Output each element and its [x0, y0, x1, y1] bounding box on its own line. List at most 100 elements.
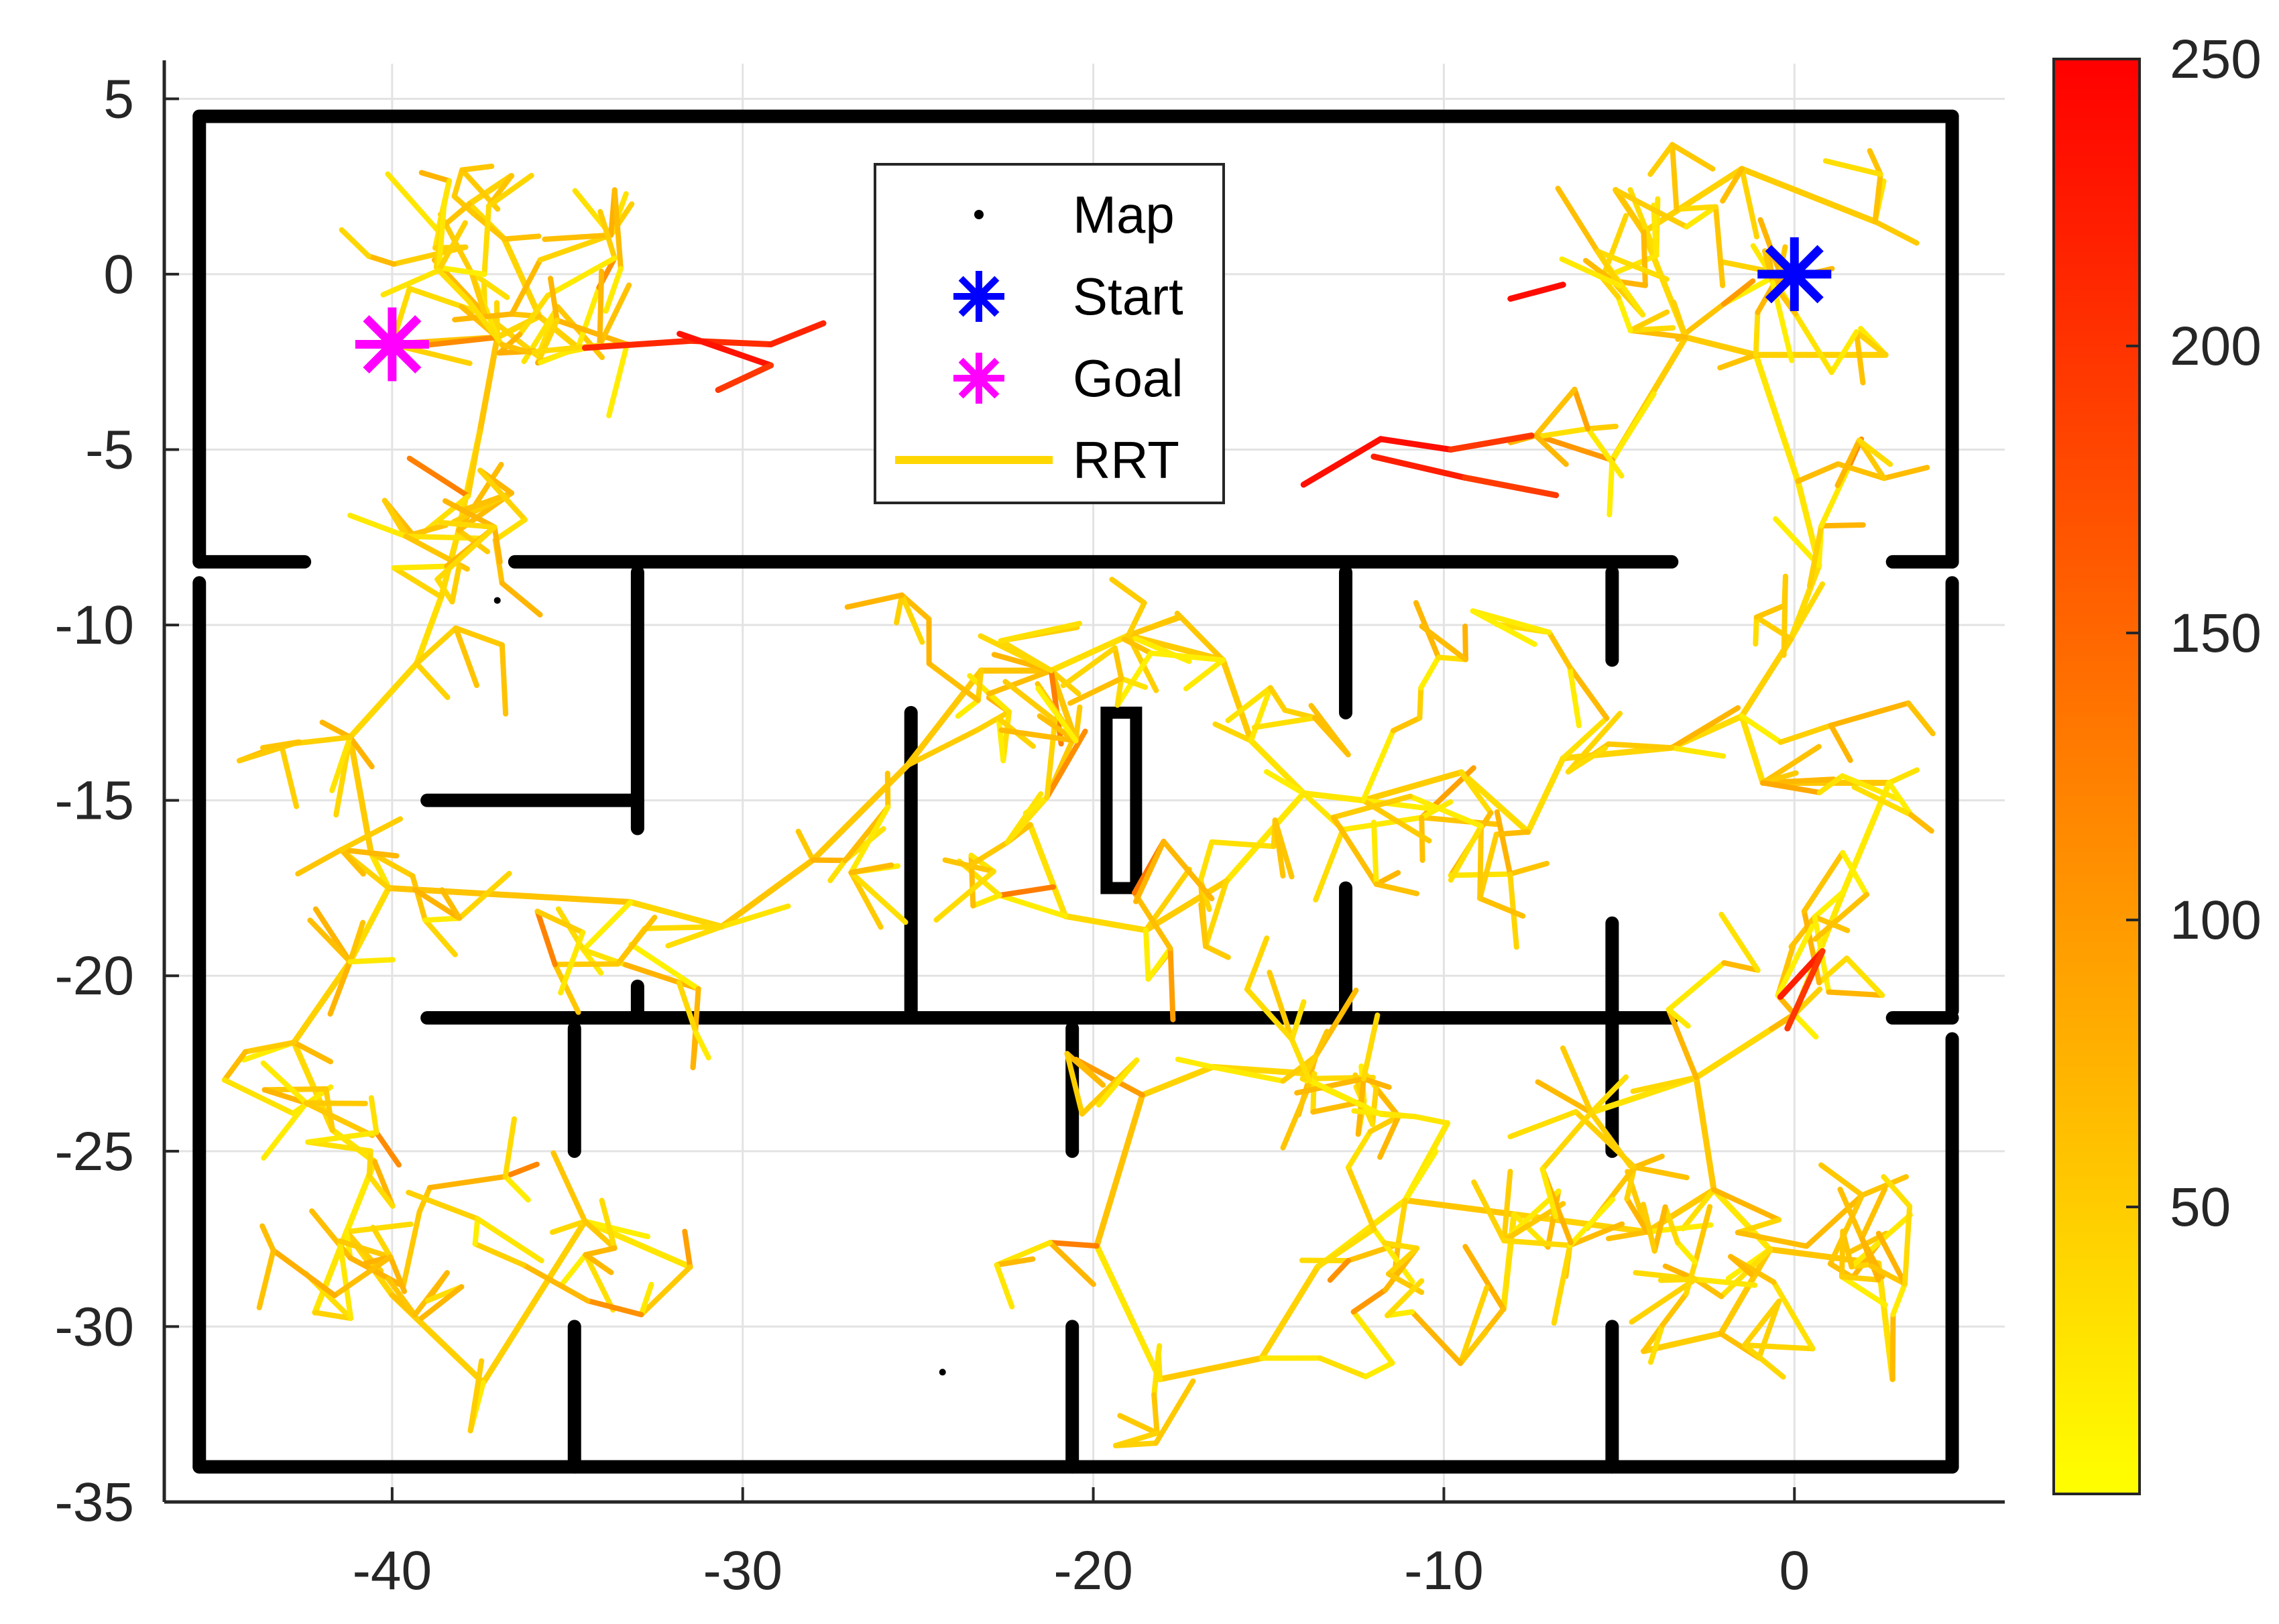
rrt-edge [1385, 1245, 1420, 1277]
rrt-edge [1875, 1230, 1908, 1287]
colorbar-tick-label: 250 [2170, 29, 2262, 90]
rrt-edge [1248, 738, 1307, 797]
rrt-edge [413, 593, 445, 667]
rrt-edge [676, 980, 699, 1036]
rrt-edge-hot [1300, 436, 1384, 488]
rrt-edge [1859, 1186, 1888, 1241]
rrt-edge [221, 1077, 296, 1116]
rrt-edge [1728, 1254, 1754, 1277]
rrt-edge [434, 576, 455, 605]
rrt-edge [848, 870, 884, 930]
rrt-edge [1125, 614, 1183, 638]
rrt-edge [1419, 623, 1468, 662]
rrt-edge [1753, 351, 1802, 485]
rrt-edge [996, 892, 1068, 919]
rrt-edge [1609, 391, 1657, 463]
rrt-edge [1525, 755, 1566, 835]
goal-marker [355, 307, 429, 382]
rrt-edge [1886, 767, 1920, 786]
rrt-edge [1112, 1440, 1159, 1448]
rrt-edge [1022, 795, 1050, 816]
rrt-edge [996, 715, 1006, 764]
rrt-edge [502, 1116, 517, 1179]
rrt-edge [412, 887, 463, 921]
rrt-edge [517, 292, 551, 337]
rrt-edge [1739, 166, 1760, 239]
rrt-edge [1047, 1240, 1100, 1249]
rrt-edge [1692, 1204, 1713, 1265]
rrt-edge [603, 266, 624, 314]
rrt-edge [1812, 892, 1870, 942]
rrt-edge [1872, 171, 1883, 225]
start-goal-markers [355, 237, 1832, 382]
legend-asterisk-stroke [958, 276, 1000, 317]
rrt-edge-hot [1784, 948, 1826, 1032]
rrt-edge [1300, 790, 1366, 804]
rrt-edge [270, 1247, 338, 1298]
rrt-edge [424, 1270, 450, 1303]
rrt-edge [1330, 793, 1413, 821]
rrt-edge [1002, 679, 1058, 723]
rrt-edge [1244, 986, 1295, 1043]
rrt-edge [1712, 204, 1726, 288]
rrt-edge [537, 232, 614, 263]
rrt-edge [1118, 675, 1149, 690]
rrt-edge [491, 524, 503, 565]
rrt-edge [1753, 614, 1759, 647]
rrt-edge [583, 1252, 614, 1275]
rrt-edge [1773, 516, 1822, 569]
rrt-edge [848, 804, 891, 876]
rrt-edge [386, 1276, 418, 1318]
rrt-edge [1407, 793, 1484, 829]
rrt-edge [848, 862, 894, 876]
rrt-edge [1462, 623, 1468, 662]
rrt-edge [627, 898, 725, 930]
rrt-edge [502, 1173, 531, 1203]
rrt-edge [427, 1173, 508, 1191]
rrt-edge [436, 220, 468, 274]
rrt-edge [1153, 1378, 1196, 1446]
rrt-edge [1161, 838, 1215, 902]
rrt-edge [1826, 989, 1885, 998]
rrt-edge [303, 1100, 375, 1139]
rrt-edge [520, 1262, 591, 1303]
rrt-edge [414, 660, 451, 701]
rrt-edge [1412, 1114, 1450, 1126]
rrt-edge [1272, 817, 1295, 880]
rrt-edge [449, 564, 462, 605]
legend-label-map: Map [1073, 185, 1175, 244]
rrt-edge [1559, 256, 1623, 289]
rrt-edge [305, 1139, 373, 1154]
rrt-edge [382, 498, 409, 539]
rrt-edge [406, 1190, 481, 1222]
colorbar-tick-label: 200 [2170, 316, 2262, 377]
rrt-edge [480, 1218, 588, 1386]
rrt-edge [1859, 1174, 1909, 1198]
rrt-edge [472, 1241, 526, 1268]
rrt-edge [558, 929, 586, 996]
rrt-edge [453, 625, 479, 689]
rrt-edge [492, 517, 528, 543]
rrt-edge [1477, 895, 1526, 919]
rrt-edge [1047, 1240, 1096, 1287]
x-tick-label: -20 [1053, 1540, 1133, 1601]
rrt-edge [1792, 1011, 1819, 1040]
rrt-edge [1143, 878, 1230, 933]
rrt-edge [1377, 1113, 1401, 1160]
rrt-edge [611, 187, 624, 272]
rrt-edge [1094, 1242, 1163, 1383]
rrt-edge [1360, 728, 1397, 803]
rrt-edge [1827, 1192, 1865, 1267]
rrt-edge [1890, 1281, 1908, 1318]
rrt-edge-hot [1462, 474, 1560, 498]
rrt-edge [1044, 717, 1058, 801]
legend: Map Start Goal RRT [874, 163, 1225, 504]
rrt-edge [1203, 878, 1230, 949]
rrt-edge [1753, 603, 1788, 620]
rrt-edge [221, 1049, 248, 1083]
legend-goal-icon [953, 353, 1004, 404]
y-tick-label: -10 [54, 595, 134, 656]
rrt-edge [453, 625, 505, 648]
rrt-edge-hot [1777, 948, 1826, 1000]
rrt-edge [1735, 1217, 1782, 1236]
